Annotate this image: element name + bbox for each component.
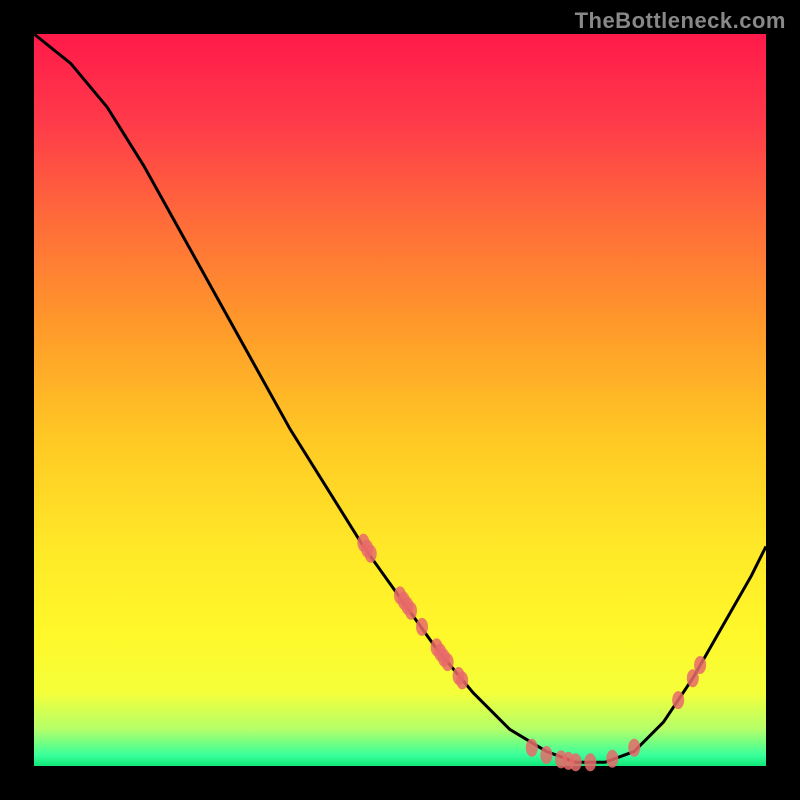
data-marker (570, 753, 582, 771)
data-marker (694, 656, 706, 674)
chart-outer: TheBottleneck.com (0, 0, 800, 800)
plot-area (34, 34, 766, 766)
watermark-text: TheBottleneck.com (575, 8, 786, 34)
data-marker (526, 739, 538, 757)
data-markers (357, 534, 706, 772)
data-marker (365, 545, 377, 563)
data-marker (584, 753, 596, 771)
data-marker (416, 618, 428, 636)
data-marker (606, 750, 618, 768)
data-marker (540, 746, 552, 764)
data-marker (405, 602, 417, 620)
curve-and-markers (34, 34, 766, 766)
data-marker (442, 653, 454, 671)
bottleneck-curve (34, 34, 766, 762)
data-marker (456, 671, 468, 689)
data-marker (672, 691, 684, 709)
data-marker (628, 739, 640, 757)
